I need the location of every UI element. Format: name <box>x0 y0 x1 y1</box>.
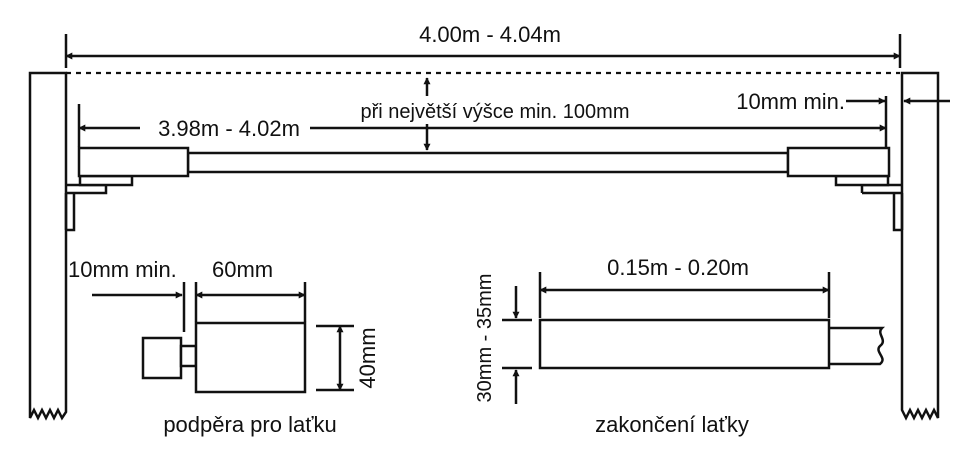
support-length-label: 60mm <box>212 257 273 282</box>
support-gap-label: 10mm min. <box>68 257 177 282</box>
crossbar-right-end <box>786 146 891 178</box>
support-mount-block <box>141 336 183 380</box>
end-height-label: 30mm - 35mm <box>474 274 496 403</box>
support-caption: podpěra pro laťku <box>163 412 336 437</box>
gap-right-label: 10mm min. <box>736 89 845 114</box>
left-support-bracket <box>64 174 134 232</box>
support-connector <box>179 344 198 368</box>
support-height-label: 40mm <box>355 327 380 388</box>
end-bar-continuation <box>829 326 886 366</box>
height-note-label: při největší výšce min. 100mm <box>361 101 630 123</box>
crossbar <box>77 146 891 178</box>
overall-width-label: 4.00m - 4.04m <box>419 22 561 47</box>
end-detail: 0.15m - 0.20m 30mm - 35mm zakončení laťk… <box>474 255 886 437</box>
left-upright <box>28 71 68 421</box>
crossbar-left-end <box>77 146 190 178</box>
support-detail: 10mm min. 60mm 40mm podpěra pro laťku <box>68 257 380 437</box>
end-caption: zakončení laťky <box>595 412 749 437</box>
end-length-label: 0.15m - 0.20m <box>607 255 749 280</box>
bar-width-label: 3.98m - 4.02m <box>158 116 300 141</box>
right-upright <box>900 71 940 421</box>
right-support-bracket <box>834 174 904 232</box>
end-cap-body <box>538 318 831 370</box>
support-body <box>194 321 307 394</box>
